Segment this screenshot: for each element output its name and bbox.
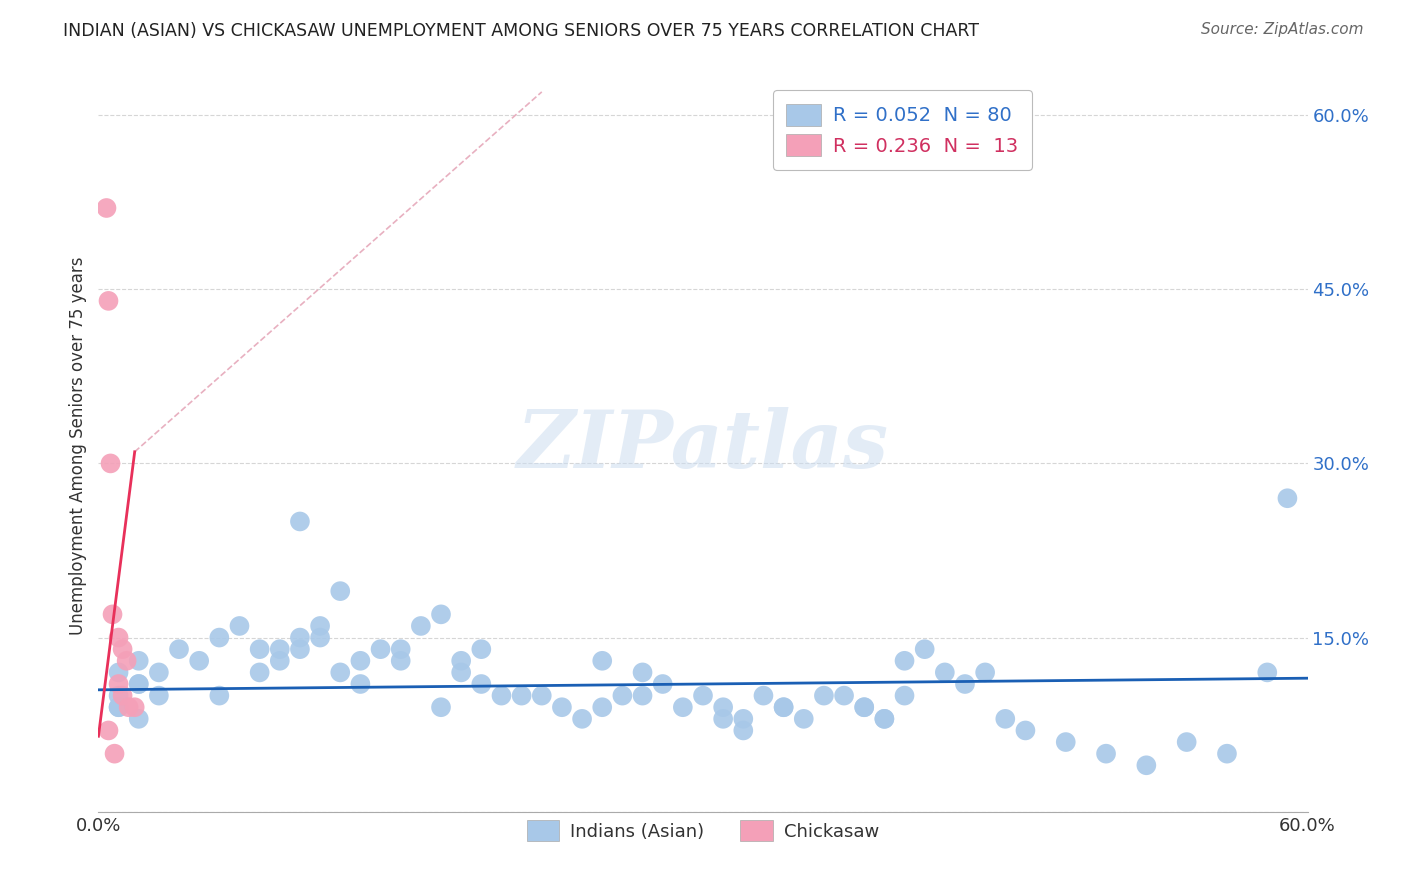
Point bbox=[389, 642, 412, 657]
Point bbox=[994, 712, 1017, 726]
Point bbox=[148, 689, 170, 703]
Point bbox=[329, 584, 352, 599]
Point bbox=[115, 654, 138, 668]
Point bbox=[128, 677, 150, 691]
Point bbox=[1175, 735, 1198, 749]
Text: Source: ZipAtlas.com: Source: ZipAtlas.com bbox=[1201, 22, 1364, 37]
Point bbox=[97, 293, 120, 308]
Point bbox=[128, 712, 150, 726]
Point bbox=[853, 700, 876, 714]
Point bbox=[752, 689, 775, 703]
Point bbox=[974, 665, 997, 680]
Point bbox=[914, 642, 936, 657]
Point bbox=[893, 654, 915, 668]
Point bbox=[571, 712, 593, 726]
Point bbox=[1014, 723, 1036, 738]
Point bbox=[288, 631, 311, 645]
Point bbox=[450, 654, 472, 668]
Point bbox=[288, 642, 311, 657]
Point bbox=[389, 654, 412, 668]
Point bbox=[111, 642, 134, 657]
Point bbox=[309, 619, 332, 633]
Point bbox=[733, 712, 755, 726]
Point bbox=[793, 712, 815, 726]
Point bbox=[470, 642, 492, 657]
Point bbox=[430, 607, 453, 622]
Point bbox=[470, 677, 492, 691]
Legend: Indians (Asian), Chickasaw: Indians (Asian), Chickasaw bbox=[515, 808, 891, 854]
Point bbox=[450, 665, 472, 680]
Point bbox=[631, 689, 654, 703]
Point bbox=[269, 642, 291, 657]
Point bbox=[107, 700, 129, 714]
Point bbox=[96, 201, 118, 215]
Point bbox=[651, 677, 673, 691]
Point bbox=[107, 689, 129, 703]
Point bbox=[772, 700, 794, 714]
Point bbox=[551, 700, 574, 714]
Point bbox=[128, 654, 150, 668]
Point bbox=[873, 712, 896, 726]
Point bbox=[409, 619, 432, 633]
Point bbox=[148, 665, 170, 680]
Point bbox=[711, 700, 734, 714]
Point bbox=[672, 700, 695, 714]
Point bbox=[269, 654, 291, 668]
Point bbox=[228, 619, 250, 633]
Point bbox=[813, 689, 835, 703]
Point bbox=[711, 712, 734, 726]
Point bbox=[107, 631, 129, 645]
Point bbox=[832, 689, 855, 703]
Point bbox=[111, 689, 134, 703]
Point bbox=[510, 689, 533, 703]
Point bbox=[853, 700, 876, 714]
Point bbox=[128, 677, 150, 691]
Point bbox=[953, 677, 976, 691]
Point bbox=[1277, 491, 1299, 506]
Point bbox=[107, 665, 129, 680]
Point bbox=[1216, 747, 1239, 761]
Point bbox=[349, 677, 371, 691]
Point bbox=[107, 700, 129, 714]
Point bbox=[893, 689, 915, 703]
Point bbox=[491, 689, 513, 703]
Point bbox=[612, 689, 634, 703]
Point bbox=[1095, 747, 1118, 761]
Point bbox=[934, 665, 956, 680]
Y-axis label: Unemployment Among Seniors over 75 years: Unemployment Among Seniors over 75 years bbox=[69, 257, 87, 635]
Point bbox=[530, 689, 553, 703]
Point bbox=[733, 723, 755, 738]
Point bbox=[124, 700, 146, 714]
Point bbox=[167, 642, 190, 657]
Point bbox=[1256, 665, 1278, 680]
Point bbox=[288, 515, 311, 529]
Point bbox=[1054, 735, 1077, 749]
Text: INDIAN (ASIAN) VS CHICKASAW UNEMPLOYMENT AMONG SENIORS OVER 75 YEARS CORRELATION: INDIAN (ASIAN) VS CHICKASAW UNEMPLOYMENT… bbox=[63, 22, 979, 40]
Point bbox=[591, 700, 613, 714]
Point bbox=[430, 700, 453, 714]
Point bbox=[309, 631, 332, 645]
Point bbox=[772, 700, 794, 714]
Point bbox=[97, 723, 120, 738]
Text: ZIPatlas: ZIPatlas bbox=[517, 408, 889, 484]
Point bbox=[249, 665, 271, 680]
Point bbox=[692, 689, 714, 703]
Point bbox=[873, 712, 896, 726]
Point bbox=[329, 665, 352, 680]
Point bbox=[249, 642, 271, 657]
Point bbox=[1135, 758, 1157, 772]
Point bbox=[118, 700, 141, 714]
Point bbox=[208, 631, 231, 645]
Point bbox=[591, 654, 613, 668]
Point bbox=[103, 747, 125, 761]
Point bbox=[188, 654, 211, 668]
Point bbox=[349, 654, 371, 668]
Point bbox=[100, 457, 122, 471]
Point bbox=[208, 689, 231, 703]
Point bbox=[107, 677, 129, 691]
Point bbox=[631, 665, 654, 680]
Point bbox=[101, 607, 124, 622]
Point bbox=[370, 642, 392, 657]
